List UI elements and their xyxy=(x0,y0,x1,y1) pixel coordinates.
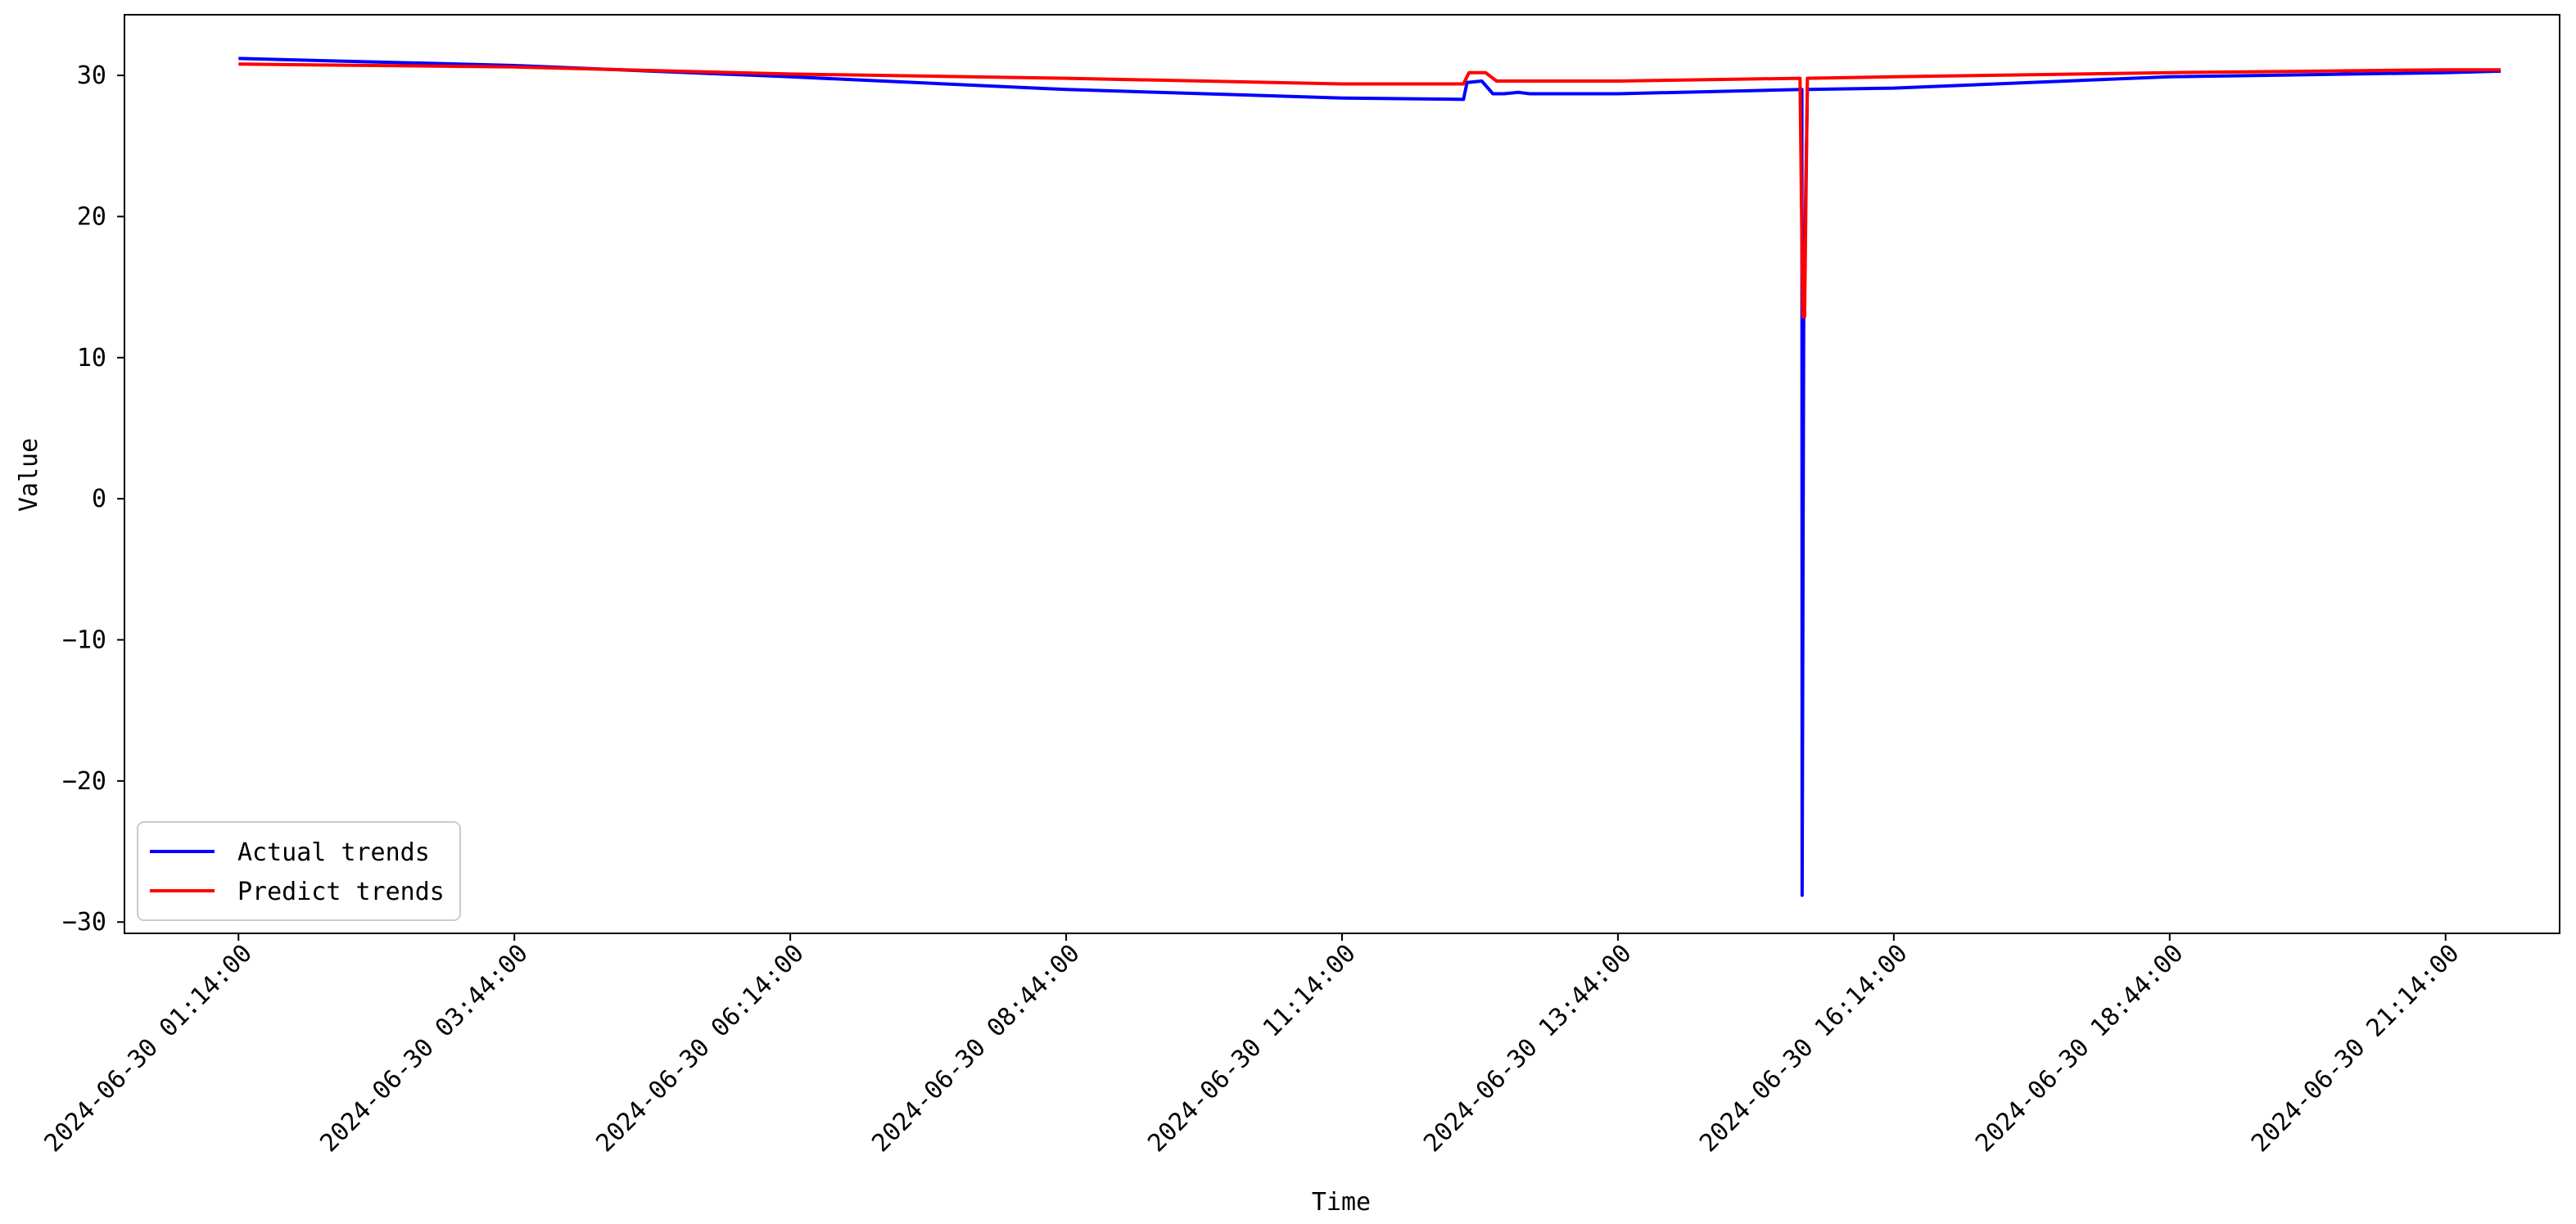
legend: Actual trends Predict trends xyxy=(137,821,461,921)
y-tick-label: 30 xyxy=(77,61,106,90)
x-axis: 2024-06-30 01:14:00 2024-06-30 03:44:00 20… xyxy=(39,933,2465,1158)
x-tick-label: 2024-06-30 06:14:00 xyxy=(590,939,809,1158)
x-tick-label: 2024-06-30 03:44:00 xyxy=(314,939,533,1158)
y-tick-label: 0 xyxy=(92,485,106,513)
y-tick-label: −20 xyxy=(62,767,106,796)
y-tick-label: −30 xyxy=(62,908,106,937)
x-tick-label: 2024-06-30 21:14:00 xyxy=(2246,939,2465,1158)
series-layer xyxy=(238,56,2501,897)
series-line-actual-trends xyxy=(238,56,2501,897)
x-tick-label: 2024-06-30 11:14:00 xyxy=(1142,939,1361,1158)
x-tick-label: 2024-06-30 08:44:00 xyxy=(866,939,1085,1158)
y-tick-label: 10 xyxy=(77,344,106,373)
y-axis-label: Value xyxy=(15,438,43,512)
x-tick-label: 2024-06-30 18:44:00 xyxy=(1970,939,2189,1158)
y-tick-label: −10 xyxy=(62,626,106,655)
legend-label-actual-trends: Actual trends xyxy=(237,838,430,867)
legend-label-predict-trends: Predict trends xyxy=(237,878,445,906)
x-axis-label: Time xyxy=(1312,1188,1371,1217)
x-tick-label: 2024-06-30 13:44:00 xyxy=(1418,939,1637,1158)
x-tick-label: 2024-06-30 01:14:00 xyxy=(39,939,258,1158)
series-line-predict-trends xyxy=(238,62,2501,318)
x-tick-label: 2024-06-30 16:14:00 xyxy=(1694,939,1913,1158)
y-tick-label: 20 xyxy=(77,202,106,231)
plot-area xyxy=(124,15,2560,933)
y-axis: 30 20 10 0 −10 −20 −30 xyxy=(62,61,124,937)
legend-box xyxy=(137,821,461,921)
